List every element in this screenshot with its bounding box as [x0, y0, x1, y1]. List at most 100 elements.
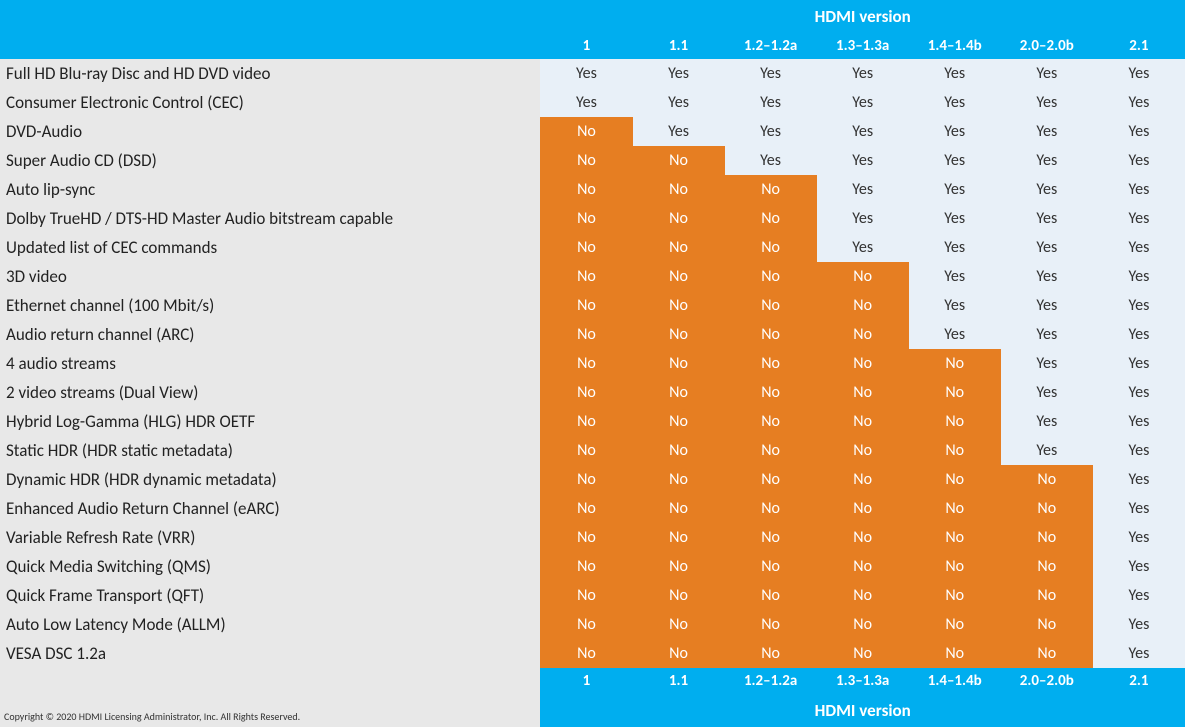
cell-yes: Yes [909, 204, 1001, 233]
feature-label: Quick Media Switching (QMS) [0, 552, 540, 581]
col-v13: 1.3–1.3a [817, 33, 909, 59]
cell-yes: Yes [909, 320, 1001, 349]
col-v11: 1.1 [633, 33, 725, 59]
cell-no: No [540, 639, 632, 668]
cell-no: No [817, 320, 909, 349]
cell-no: No [1001, 639, 1093, 668]
table-row: 2 video streams (Dual View)NoNoNoNoNoYes… [0, 378, 1185, 407]
table-row: Dolby TrueHD / DTS-HD Master Audio bitst… [0, 204, 1185, 233]
cell-no: No [633, 436, 725, 465]
cell-no: No [817, 262, 909, 291]
fcol-v12: 1.2–1.2a [725, 668, 817, 694]
cell-no: No [725, 465, 817, 494]
feature-label: Full HD Blu-ray Disc and HD DVD video [0, 59, 540, 88]
copyright-text: Copyright © 2020 HDMI Licensing Administ… [0, 668, 540, 727]
cell-yes: Yes [1093, 204, 1185, 233]
cell-no: No [725, 552, 817, 581]
table-row: Quick Media Switching (QMS)NoNoNoNoNoNoY… [0, 552, 1185, 581]
cell-yes: Yes [725, 59, 817, 88]
feature-label: Auto Low Latency Mode (ALLM) [0, 610, 540, 639]
feature-label: Hybrid Log-Gamma (HLG) HDR OETF [0, 407, 540, 436]
table-row: Ethernet channel (100 Mbit/s)NoNoNoNoYes… [0, 291, 1185, 320]
feature-label: Static HDR (HDR static metadata) [0, 436, 540, 465]
cell-no: No [540, 349, 632, 378]
header-spacer [0, 0, 540, 33]
cell-yes: Yes [817, 59, 909, 88]
cell-yes: Yes [817, 117, 909, 146]
cell-no: No [725, 610, 817, 639]
feature-label: Super Audio CD (DSD) [0, 146, 540, 175]
feature-label: 3D video [0, 262, 540, 291]
cell-yes: Yes [817, 175, 909, 204]
cell-yes: Yes [909, 291, 1001, 320]
cell-yes: Yes [1093, 523, 1185, 552]
cell-no: No [540, 175, 632, 204]
cell-no: No [540, 581, 632, 610]
cell-yes: Yes [1093, 291, 1185, 320]
cell-no: No [817, 291, 909, 320]
cell-no: No [633, 639, 725, 668]
fcol-v14: 1.4–1.4b [909, 668, 1001, 694]
cell-yes: Yes [1093, 117, 1185, 146]
cell-no: No [1001, 581, 1093, 610]
cell-no: No [1001, 523, 1093, 552]
feature-label: Dolby TrueHD / DTS-HD Master Audio bitst… [0, 204, 540, 233]
cell-no: No [540, 494, 632, 523]
cell-no: No [817, 639, 909, 668]
cell-no: No [909, 349, 1001, 378]
fcol-v13: 1.3–1.3a [817, 668, 909, 694]
cell-yes: Yes [909, 117, 1001, 146]
cell-yes: Yes [817, 233, 909, 262]
cell-no: No [633, 465, 725, 494]
table-row: Full HD Blu-ray Disc and HD DVD video Yes… [0, 59, 1185, 88]
cell-no: No [725, 233, 817, 262]
cell-no: No [817, 610, 909, 639]
cell-yes: Yes [1001, 378, 1093, 407]
table-body: Full HD Blu-ray Disc and HD DVD video Yes… [0, 59, 1185, 668]
cell-no: No [725, 523, 817, 552]
cell-yes: Yes [1001, 146, 1093, 175]
cell-no: No [817, 523, 909, 552]
cell-yes: Yes [1093, 639, 1185, 668]
table-row: Updated list of CEC commandsNoNoNoYesYes… [0, 233, 1185, 262]
cell-yes: Yes [633, 117, 725, 146]
table-row: DVD-AudioNoYesYesYesYesYesYes [0, 117, 1185, 146]
cell-no: No [725, 204, 817, 233]
table-row: Quick Frame Transport (QFT)NoNoNoNoNoNoY… [0, 581, 1185, 610]
cell-no: No [633, 349, 725, 378]
cell-no: No [540, 436, 632, 465]
cell-no: No [540, 465, 632, 494]
feature-label: Enhanced Audio Return Channel (eARC) [0, 494, 540, 523]
fcol-v20: 2.0–2.0b [1001, 668, 1093, 694]
cell-no: No [909, 552, 1001, 581]
cell-no: No [540, 233, 632, 262]
table-row: Audio return channel (ARC)NoNoNoNoYesYes… [0, 320, 1185, 349]
cell-no: No [633, 523, 725, 552]
cell-yes: Yes [1093, 146, 1185, 175]
cell-no: No [540, 320, 632, 349]
cell-no: No [817, 465, 909, 494]
cell-yes: Yes [1093, 320, 1185, 349]
footer-columns-row: Copyright © 2020 HDMI Licensing Administ… [0, 668, 1185, 694]
fcol-v1: 1 [540, 668, 632, 694]
cell-no: No [909, 639, 1001, 668]
cell-no: No [633, 552, 725, 581]
cell-no: No [817, 494, 909, 523]
table-row: Variable Refresh Rate (VRR)NoNoNoNoNoNoY… [0, 523, 1185, 552]
table-row: 3D videoNoNoNoNoYesYesYes [0, 262, 1185, 291]
cell-no: No [817, 552, 909, 581]
cell-yes: Yes [725, 146, 817, 175]
cell-yes: Yes [1001, 291, 1093, 320]
cell-no: No [817, 349, 909, 378]
cell-yes: Yes [1001, 349, 1093, 378]
table-row: Hybrid Log-Gamma (HLG) HDR OETFNoNoNoNoN… [0, 407, 1185, 436]
cell-yes: Yes [817, 88, 909, 117]
cell-no: No [817, 378, 909, 407]
cell-no: No [725, 494, 817, 523]
cell-no: No [1001, 494, 1093, 523]
cell-no: No [633, 291, 725, 320]
cell-no: No [633, 407, 725, 436]
cell-no: No [540, 552, 632, 581]
table-row: VESA DSC 1.2aNoNoNoNoNoNoYes [0, 639, 1185, 668]
cell-yes: Yes [1093, 262, 1185, 291]
